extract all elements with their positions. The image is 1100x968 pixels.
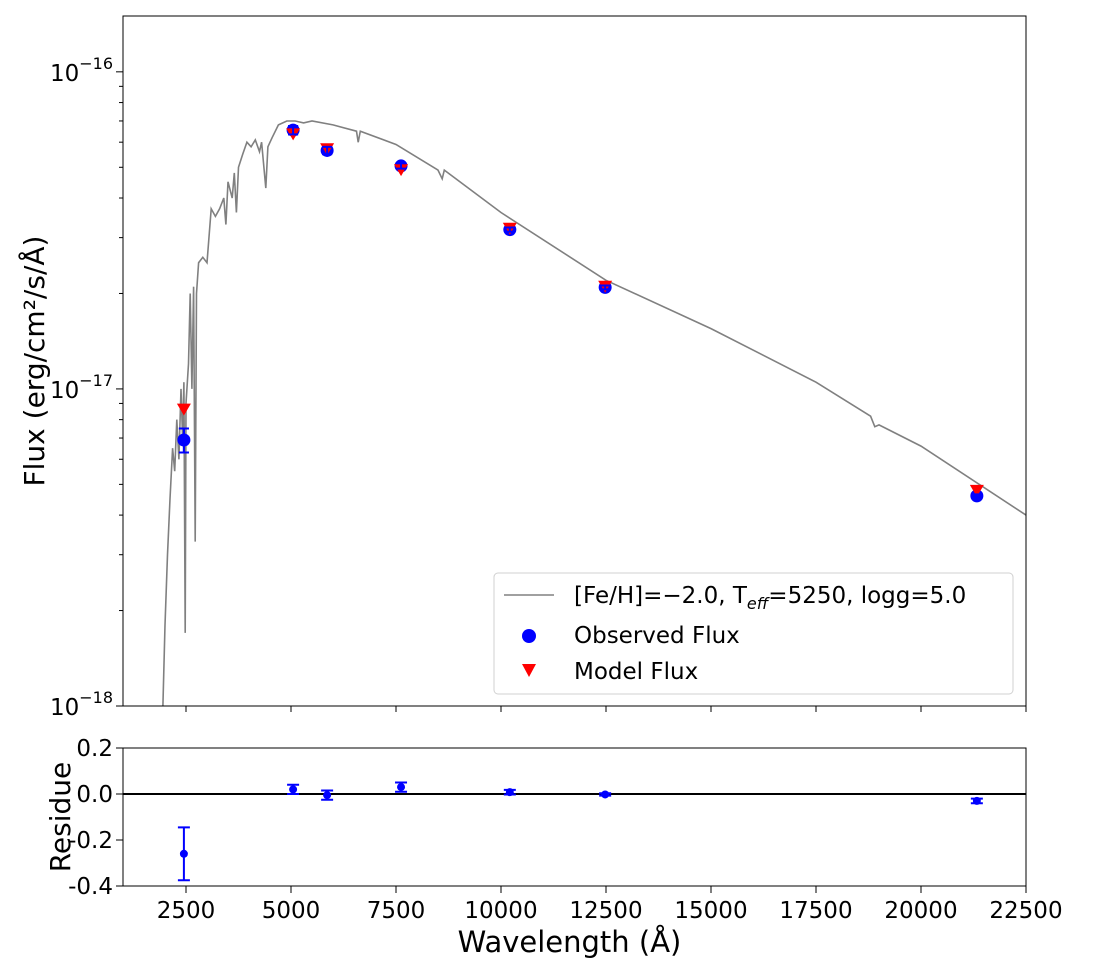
residue-point [179,849,188,858]
tick-base: 10 [50,695,79,721]
observed-flux-errorbar [288,124,299,136]
legend-model-line-label: [Fe/H]=−2.0, Teff=5250, logg=5.0 [574,583,966,613]
x-tick-label: 17500 [779,898,852,924]
observed-flux-errorbar [600,284,611,291]
residue-axes-frame [122,747,1027,887]
model-spectrum-line [162,120,1026,706]
flux-axes-frame [122,15,1027,707]
tick-base: 10 [50,61,79,87]
legend-observed-marker [522,629,536,643]
x-tick-label: 15000 [674,898,747,924]
observed-flux-errorbar [971,493,982,499]
residue-y-tick-label: -0.4 [68,874,113,900]
tick-exponent: −16 [79,54,113,73]
residue-point [289,785,298,794]
model-flux-point [176,403,191,416]
flux-y-tick-label: 10−16 [50,54,113,87]
x-tick-label: 22500 [989,898,1062,924]
residue-y-tick-label: -0.2 [68,828,113,854]
legend: [Fe/H]=−2.0, Teff=5250, logg=5.0 Observed… [493,572,1014,695]
residue-point [972,796,981,805]
tick-exponent: −18 [79,688,113,707]
model-flux-point [394,164,409,177]
legend-subscript: eff [747,594,771,613]
legend-model-label: Model Flux [574,659,698,685]
residue-point [601,790,610,799]
residue-y-tick-label: 0.2 [76,736,113,762]
residue-point [323,791,332,800]
x-axis-label: Wavelength (Å) [458,925,682,959]
legend-model-marker [522,664,536,677]
flux-y-axis-label: Flux (erg/cm²/s/Å) [17,236,51,487]
flux-y-tick-label: 10−18 [50,688,113,721]
legend-box [493,572,1014,695]
residue-point [397,783,406,792]
flux-y-tick-label: 10−17 [50,371,113,404]
x-tick-label: 2500 [157,898,216,924]
tick-base: 10 [50,378,79,404]
x-tick-label: 20000 [884,898,957,924]
residue-y-axis-label: Residue [44,762,77,873]
legend-text: =5250, logg=5.0 [768,583,966,609]
residue-y-tick-label: 0.0 [76,782,113,808]
observed-flux-errorbar [396,162,407,170]
x-tick-label: 7500 [367,898,426,924]
observed-flux-errorbar [178,427,189,454]
legend-observed-label: Observed Flux [574,623,740,649]
residue-point [505,788,514,797]
x-tick-label: 5000 [262,898,321,924]
x-tick-label: 12500 [569,898,642,924]
tick-exponent: −17 [79,371,113,390]
observed-flux-errorbar [322,145,333,156]
observed-flux-errorbar [504,226,515,233]
x-tick-label: 10000 [464,898,537,924]
model-flux-point [969,484,984,497]
legend-text: [Fe/H]=−2.0, T [574,583,748,609]
